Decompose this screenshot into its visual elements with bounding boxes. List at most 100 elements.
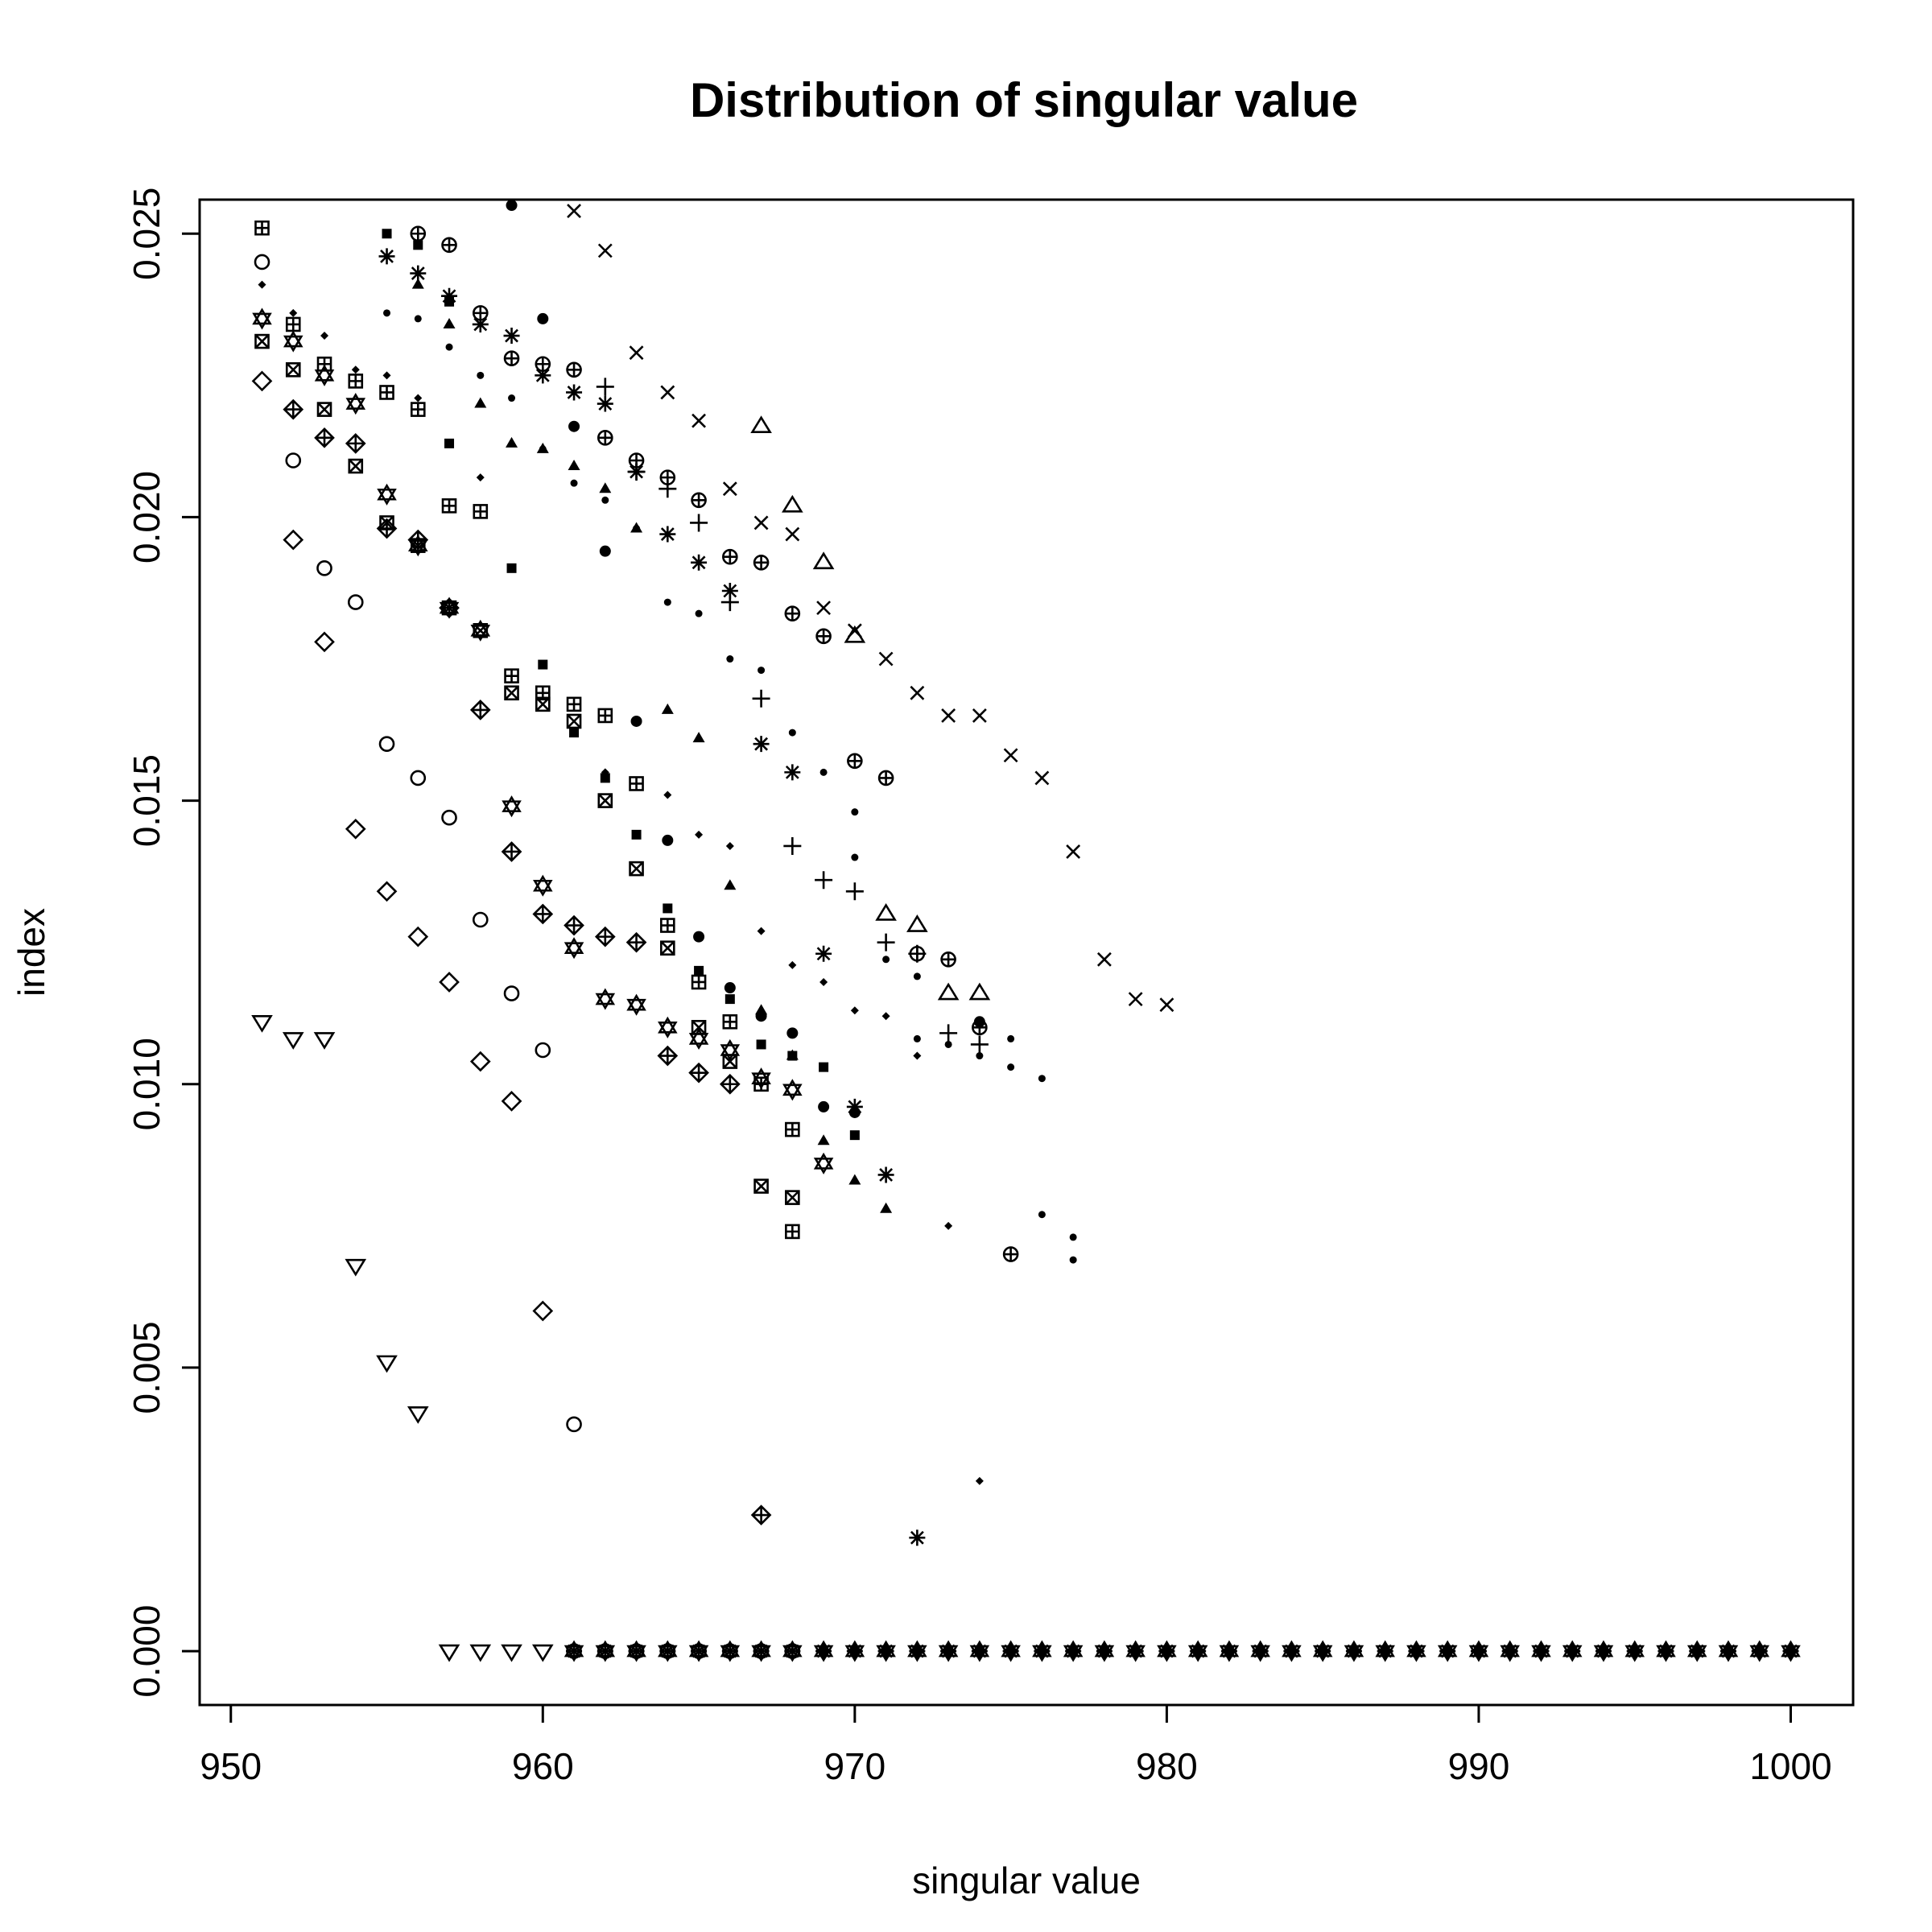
data-point: [564, 914, 584, 936]
data-point: [502, 795, 522, 818]
data-point: [625, 931, 647, 953]
data-point: [439, 597, 460, 619]
data-point: [254, 333, 270, 349]
data-point: [595, 988, 616, 1010]
data-point: [1283, 1643, 1300, 1660]
data-point: [633, 525, 641, 533]
data-point: [566, 361, 582, 378]
data-point: [414, 315, 422, 323]
data-point: [597, 793, 613, 808]
data-point: [345, 392, 366, 415]
data-point: [788, 729, 796, 737]
data-point: [722, 1013, 738, 1030]
data-point: [599, 545, 611, 557]
data-point: [566, 696, 582, 712]
data-point: [845, 882, 864, 901]
data-point: [439, 972, 460, 993]
data-point: [506, 200, 518, 212]
data-point: [720, 1038, 741, 1062]
data-point: [906, 914, 928, 932]
data-point: [470, 619, 491, 642]
data-point: [1751, 1643, 1768, 1660]
data-point: [285, 316, 301, 332]
plot-frame: [198, 198, 1855, 1707]
data-point: [504, 668, 519, 683]
data-point: [251, 370, 273, 392]
data-point: [407, 926, 429, 947]
data-point: [1377, 1643, 1393, 1660]
data-point: [533, 874, 553, 897]
data-point: [410, 402, 426, 417]
data-point: [630, 715, 642, 727]
data-point: [1003, 748, 1018, 763]
x-tick-label: 1000: [1749, 1745, 1831, 1787]
data-point: [752, 689, 770, 708]
data-point: [690, 514, 708, 532]
data-point: [782, 1079, 803, 1101]
data-point: [785, 1190, 800, 1205]
data-point: [631, 829, 642, 840]
data-point: [504, 685, 519, 701]
data-point: [691, 1020, 707, 1035]
data-points: [251, 200, 1801, 1662]
data-point: [282, 1032, 304, 1050]
data-point: [469, 1644, 492, 1662]
data-point: [908, 944, 927, 963]
data-point: [345, 1258, 367, 1277]
data-point: [410, 265, 427, 282]
data-point: [688, 1062, 709, 1084]
data-point: [1408, 1643, 1425, 1660]
data-point: [815, 1643, 832, 1660]
data-point: [254, 254, 270, 270]
data-point: [378, 248, 395, 265]
data-point: [413, 240, 423, 250]
data-point: [971, 1643, 988, 1660]
data-point: [851, 808, 859, 816]
data-point: [753, 515, 769, 530]
data-point: [345, 433, 366, 454]
data-point: [659, 526, 676, 543]
data-point: [913, 1051, 922, 1060]
data-point: [472, 316, 489, 332]
data-point: [881, 1012, 890, 1021]
data-point: [877, 770, 894, 786]
data-point: [568, 420, 580, 432]
data-point: [721, 582, 738, 599]
data-point: [847, 753, 863, 770]
data-point: [909, 1643, 926, 1660]
data-point: [258, 280, 266, 289]
data-point: [476, 473, 485, 482]
data-point: [941, 708, 956, 723]
data-point: [410, 225, 427, 242]
data-point: [535, 356, 551, 373]
data-point: [817, 1134, 830, 1146]
data-point: [819, 768, 828, 776]
data-point: [1220, 1643, 1237, 1660]
data-point: [441, 287, 458, 304]
data-point: [503, 350, 520, 367]
data-point: [1038, 1075, 1046, 1083]
data-point: [722, 548, 738, 565]
data-point: [877, 1166, 894, 1183]
data-point: [1315, 1643, 1331, 1660]
data-point: [692, 732, 705, 743]
x-axis-label: singular value: [912, 1860, 1141, 1901]
data-point: [376, 881, 398, 902]
data-point: [569, 728, 580, 738]
data-point: [314, 364, 335, 386]
data-point: [691, 1643, 708, 1660]
data-point: [283, 398, 304, 420]
data-point: [408, 535, 428, 557]
data-point: [568, 460, 580, 471]
data-point: [693, 931, 705, 943]
data-point: [252, 308, 272, 330]
data-point: [1657, 1643, 1674, 1660]
data-point: [469, 1051, 491, 1072]
data-point: [1038, 1211, 1046, 1219]
data-point: [564, 937, 584, 960]
data-point: [1470, 1643, 1487, 1660]
data-point: [1501, 1643, 1518, 1660]
data-point: [378, 736, 395, 752]
data-point: [972, 1019, 988, 1036]
data-point: [816, 601, 832, 616]
